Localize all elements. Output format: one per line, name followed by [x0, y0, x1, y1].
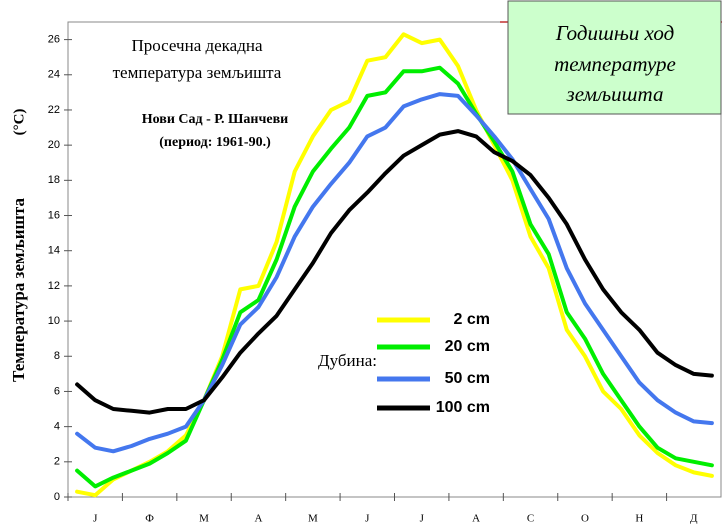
chart-title: земљишта	[566, 82, 664, 106]
legend-label: 100 cm	[436, 399, 490, 416]
legend-label: 2 cm	[454, 311, 490, 328]
y-tick-label: 24	[48, 69, 60, 81]
legend-title: Дубина:	[318, 351, 377, 370]
subtitle: температура земљишта	[113, 63, 282, 82]
series-line	[75, 32, 714, 498]
x-tick-label: J	[93, 513, 98, 525]
annotation: Нови Сад - Р. Шанчеви	[142, 112, 289, 127]
x-tick-label: М	[199, 513, 209, 525]
x-tick-label: Ф	[145, 513, 154, 525]
y-tick-label: 12	[48, 280, 60, 292]
x-tick-label: О	[581, 513, 589, 525]
title-box	[507, 0, 722, 115]
y-tick-label: 18	[48, 174, 60, 186]
legend-label: 50 cm	[445, 370, 490, 387]
chart-title: температуре	[554, 52, 676, 76]
x-tick-label: А	[472, 513, 480, 525]
y-axis-unit: (°C)	[11, 109, 27, 136]
y-tick-label: 10	[48, 315, 60, 327]
x-tick-label: Ј	[365, 513, 370, 525]
x-tick-label: Н	[635, 513, 643, 525]
y-tick-label: 8	[54, 350, 60, 362]
y-tick-label: 14	[48, 245, 60, 257]
x-tick-label: Д	[690, 513, 698, 525]
subtitle: Просечна декадна	[131, 36, 263, 55]
x-tick-label: С	[527, 513, 534, 525]
y-tick-label: 20	[48, 139, 60, 151]
x-tick-label: Ј	[420, 513, 425, 525]
y-tick-label: 2	[54, 456, 60, 468]
x-tick-label: А	[254, 513, 262, 525]
legend-label: 20 cm	[445, 338, 490, 355]
y-tick-label: 26	[48, 33, 60, 45]
y-tick-label: 22	[48, 104, 60, 116]
y-axis-label: Температура земљишта	[9, 198, 28, 382]
series-line	[75, 92, 714, 454]
y-tick-label: 16	[48, 209, 60, 221]
annotation: (период: 1961-90.)	[159, 135, 271, 150]
series-line	[75, 129, 714, 415]
y-tick-label: 4	[54, 421, 60, 433]
chart-title: Годишњи ход	[555, 21, 674, 45]
y-tick-label: 6	[54, 385, 60, 397]
x-tick-label: М	[308, 513, 318, 525]
y-tick-label: 0	[54, 491, 60, 503]
series-line	[75, 65, 714, 489]
